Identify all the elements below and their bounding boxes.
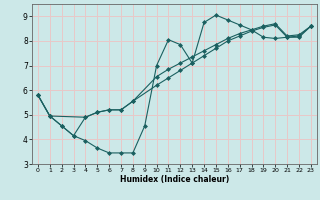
X-axis label: Humidex (Indice chaleur): Humidex (Indice chaleur) bbox=[120, 175, 229, 184]
